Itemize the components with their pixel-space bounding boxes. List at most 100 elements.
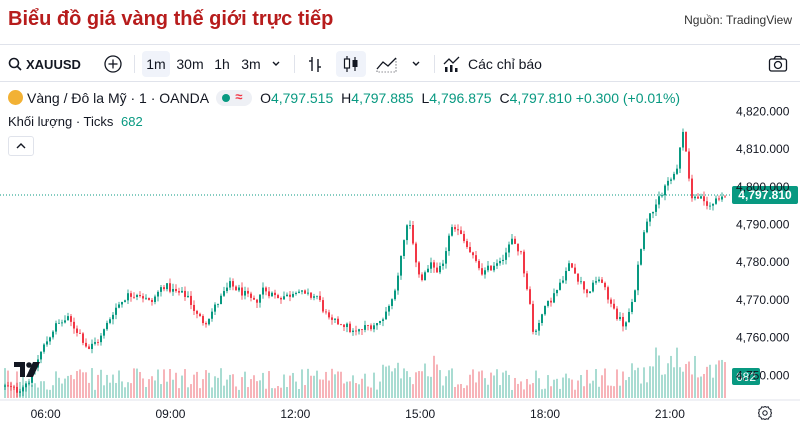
candle-body xyxy=(337,318,339,325)
candle-body xyxy=(133,296,135,298)
current-price-label: 4,797.810 xyxy=(738,188,792,202)
volume-bar xyxy=(349,381,351,398)
volume-bar xyxy=(571,379,573,398)
candle-body xyxy=(577,273,579,282)
candle-body xyxy=(652,211,654,214)
volume-bar xyxy=(442,385,444,398)
candle-body xyxy=(715,198,717,204)
volume-bar xyxy=(577,380,579,398)
candle-body xyxy=(349,323,351,333)
interval-3m[interactable]: 3m xyxy=(241,56,261,72)
volume-bar xyxy=(43,381,45,398)
candle-body xyxy=(694,196,696,199)
x-tick-label: 06:00 xyxy=(31,407,61,421)
volume-bar xyxy=(625,380,627,398)
volume-bar xyxy=(613,386,615,398)
volume-bar xyxy=(619,385,621,398)
interval-1h[interactable]: 1h xyxy=(214,56,230,72)
candle-body xyxy=(43,344,45,352)
screenshot-button[interactable] xyxy=(764,51,792,77)
volume-bar xyxy=(277,386,279,398)
chart-legend: Vàng / Đô la Mỹ · 1 · OANDA ≈ O4,797.515… xyxy=(8,89,680,108)
volume-bar xyxy=(148,379,150,398)
candle-body xyxy=(100,335,102,343)
candle-body xyxy=(196,310,198,314)
volume-bar xyxy=(130,383,132,398)
volume-bar xyxy=(712,377,714,398)
candle-body xyxy=(25,383,27,388)
volume-bar xyxy=(205,370,207,398)
candle-body xyxy=(559,282,561,290)
candle-body xyxy=(145,297,147,299)
volume-bar xyxy=(97,374,99,398)
interval-dropdown[interactable] xyxy=(266,51,286,77)
symbol-search[interactable]: XAUUSD xyxy=(8,51,88,77)
candle-body xyxy=(310,292,312,298)
volume-bar xyxy=(25,386,27,398)
candle-body xyxy=(448,235,450,252)
candle-body xyxy=(340,324,342,326)
candle-body xyxy=(613,303,615,309)
candle-body xyxy=(352,330,354,333)
volume-bar xyxy=(310,375,312,398)
volume-bar xyxy=(415,372,417,398)
camera-icon xyxy=(768,55,788,72)
volume-bar xyxy=(385,366,387,398)
volume-bar xyxy=(67,375,69,398)
volume-bar xyxy=(424,363,426,398)
volume-bar xyxy=(166,381,168,398)
bar-chart-button[interactable] xyxy=(302,51,328,77)
volume-bar xyxy=(319,379,321,398)
volume-bar xyxy=(490,372,492,398)
volume-bar xyxy=(160,384,162,398)
candle-body xyxy=(661,195,663,197)
volume-bar xyxy=(238,389,240,398)
price-chart[interactable]: 4,797.810 682 4,750.000 4,760.000 4,770.000… xyxy=(0,82,800,428)
candle-body xyxy=(373,325,375,330)
volume-bar xyxy=(286,387,288,398)
volume-bar xyxy=(307,368,309,398)
candle-body xyxy=(487,265,489,271)
candle-body xyxy=(331,317,333,320)
candle-body xyxy=(628,311,630,323)
volume-bar xyxy=(355,383,357,398)
chart-type-dropdown[interactable] xyxy=(406,51,426,77)
status-dot-icon xyxy=(222,94,231,102)
volume-bar xyxy=(472,369,474,398)
high-value: 4,797.885 xyxy=(351,90,414,106)
candle-body xyxy=(718,198,720,200)
settings-icon[interactable] xyxy=(757,405,773,421)
volume-bar xyxy=(112,374,114,398)
interval-30m[interactable]: 30m xyxy=(176,56,204,72)
volume-bar xyxy=(463,388,465,398)
volume-label: Khối lượng · Ticks xyxy=(8,114,114,129)
volume-bar xyxy=(208,372,210,398)
collapse-legend-button[interactable] xyxy=(8,136,34,156)
candle-body xyxy=(568,263,570,271)
candle-body xyxy=(19,391,21,393)
candle-body xyxy=(214,304,216,312)
indicators-button[interactable]: Các chỉ báo xyxy=(442,51,552,77)
candle-body xyxy=(55,323,57,332)
close-label: C xyxy=(499,90,510,106)
volume-bar xyxy=(508,374,510,398)
candle-body xyxy=(97,342,99,343)
volume-bar xyxy=(724,362,726,398)
area-chart-button[interactable] xyxy=(372,51,402,77)
candle-body xyxy=(469,246,471,253)
volume-bar xyxy=(622,371,624,398)
candles-button[interactable] xyxy=(336,51,366,77)
current-price-tag xyxy=(732,186,798,205)
candle-body xyxy=(553,293,555,303)
x-tick-label: 15:00 xyxy=(405,407,435,421)
candle-body xyxy=(382,319,384,321)
candle-body xyxy=(667,180,669,186)
candle-body xyxy=(301,290,303,292)
candle-body xyxy=(571,263,573,268)
interval-1m[interactable]: 1m xyxy=(142,51,170,77)
volume-bar xyxy=(529,384,531,398)
compare-button[interactable] xyxy=(100,51,126,77)
toolbar-divider xyxy=(134,55,135,73)
market-status-badge[interactable]: ≈ xyxy=(216,89,253,106)
volume-bar xyxy=(445,376,447,398)
